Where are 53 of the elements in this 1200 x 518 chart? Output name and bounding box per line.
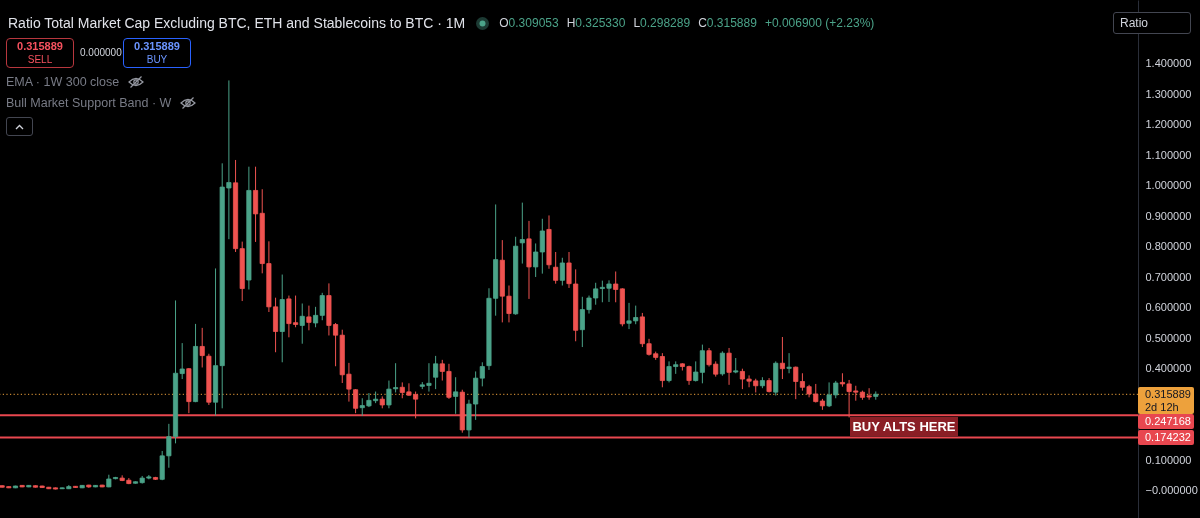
callout-box: BUY ALTS HERE xyxy=(850,416,958,436)
y-tick-label: 0.800000 xyxy=(1145,240,1192,253)
candlestick xyxy=(519,202,525,265)
annotation: +0.006900 (+2.23%) xyxy=(764,16,875,30)
candlestick xyxy=(306,305,312,331)
candlestick xyxy=(786,352,792,374)
text: 2d 12h xyxy=(1144,400,1180,414)
text: Ratio Total Market Cap Excluding BTC, ETH and Stablecoins to BTC · 1M xyxy=(8,15,466,31)
y-tick-label: 1.400000 xyxy=(1145,57,1192,70)
candlestick xyxy=(539,218,545,275)
annotation: SELL xyxy=(27,53,53,66)
y-tick-label: 0.500000 xyxy=(1145,331,1192,344)
dropdown-button: Ratio xyxy=(1113,12,1191,34)
y-axis-title: Ratio xyxy=(1120,16,1149,30)
annotation: 0.000000 xyxy=(80,47,122,58)
annotation: C0.315889 xyxy=(698,16,757,30)
annotation: BUY xyxy=(146,53,168,66)
candlestick xyxy=(246,166,252,290)
y-tick-label: 1.300000 xyxy=(1145,87,1192,100)
candlestick xyxy=(613,270,619,303)
buy-button: 0.315889 BUY xyxy=(123,38,191,68)
y-tick-label: 1.200000 xyxy=(1145,118,1192,131)
candlestick xyxy=(726,347,732,386)
candlestick xyxy=(553,251,559,285)
y-tick-label: 0.400000 xyxy=(1145,362,1192,375)
candlestick xyxy=(453,376,459,415)
annotation: EMA · 1W 300 close xyxy=(6,75,120,89)
ref-line-label: 0.174232 xyxy=(1138,429,1194,445)
y-tick-label: 0.700000 xyxy=(1145,270,1192,283)
annotation: 0.315889 xyxy=(134,40,180,53)
candlestick xyxy=(479,361,485,387)
candlestick xyxy=(779,336,785,380)
y-tick-label: 0.900000 xyxy=(1145,209,1192,222)
y-tick-label: −0.000000 xyxy=(1145,484,1198,497)
annotation: O0.309053 xyxy=(499,16,559,30)
annotation: L0.298289 xyxy=(633,16,691,30)
y-tick-label: 1.000000 xyxy=(1145,179,1192,192)
candlestick xyxy=(699,344,705,384)
candlestick xyxy=(719,350,725,377)
y-tick-label: 0.600000 xyxy=(1145,301,1192,314)
candlestick xyxy=(299,302,305,345)
candlestick xyxy=(199,327,205,368)
ref-line-label: 0.247168 xyxy=(1138,413,1194,429)
candlestick xyxy=(433,355,439,390)
annotation: H0.325330 xyxy=(566,16,626,30)
annotation: Bull Market Support Band · W xyxy=(6,96,172,110)
candlestick xyxy=(533,242,539,278)
ref-line-label: 0.315889 xyxy=(1144,386,1192,402)
y-tick-label: 1.100000 xyxy=(1145,148,1192,161)
candlestick xyxy=(559,257,565,287)
annotation: 0.315889 xyxy=(17,40,63,53)
sell-button: 0.315889 SELL xyxy=(6,38,74,68)
y-tick-label: 0.100000 xyxy=(1145,453,1192,466)
